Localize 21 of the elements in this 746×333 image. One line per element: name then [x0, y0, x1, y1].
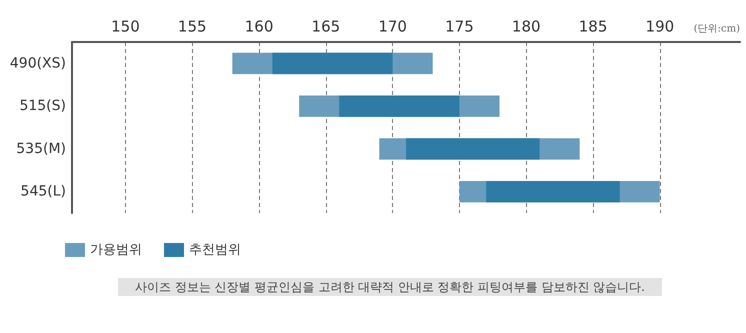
bar: [339, 95, 460, 117]
x-tick-label: 180: [512, 18, 541, 36]
y-tick-label: 490(XS): [10, 55, 66, 72]
x-tick-label: 190: [646, 18, 674, 36]
y-tick-label: 535(M): [16, 140, 66, 157]
x-tick-label: 170: [378, 18, 407, 36]
x-axis-title: (단위:cm): [694, 24, 740, 34]
y-tick-label: 545(L): [20, 184, 66, 200]
x-tick-label: 165: [312, 18, 340, 36]
text: 사이즈 정보는 신장별 평균인심을 고려한 대략적 안내로 정확한 피팅여부를 담보하진 않습니다.: [135, 280, 645, 294]
bar: [486, 180, 620, 202]
bar: [406, 138, 540, 160]
bar: [272, 52, 393, 74]
x-tick-label: 160: [244, 18, 274, 36]
x-tick-label: 185: [578, 18, 608, 36]
x-tick-label: 175: [445, 18, 474, 36]
legend-label: 추천범위: [189, 242, 241, 258]
legend-label: 가용범위: [90, 242, 142, 258]
x-tick-label: 155: [178, 18, 207, 36]
y-tick-label: 515(S): [19, 98, 66, 114]
x-tick-label: 150: [111, 18, 140, 36]
